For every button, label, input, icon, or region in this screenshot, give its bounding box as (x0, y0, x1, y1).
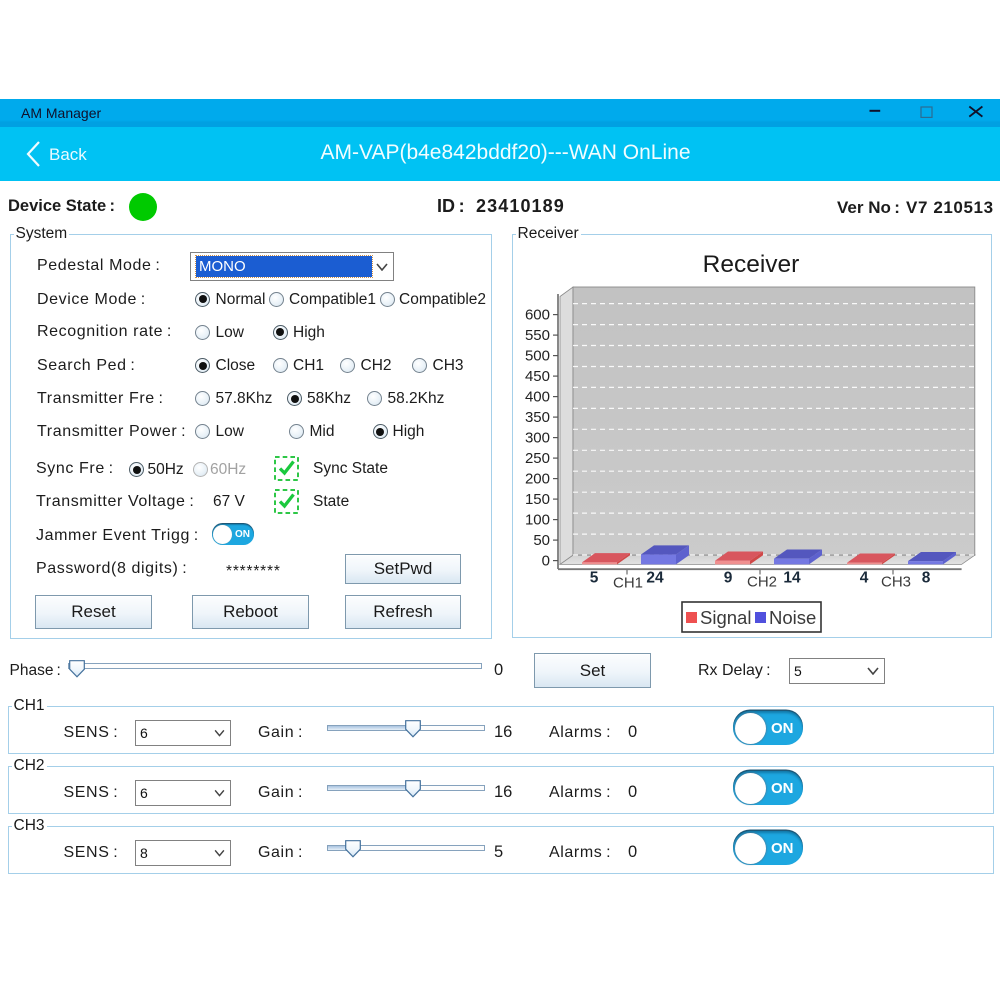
svg-text:CH3: CH3 (881, 574, 911, 591)
svg-text:0: 0 (542, 553, 550, 570)
svg-text:350: 350 (525, 409, 550, 426)
svg-text:24: 24 (646, 570, 664, 587)
svg-text:4: 4 (860, 570, 869, 587)
svg-text:300: 300 (525, 430, 550, 447)
svg-text:100: 100 (525, 512, 550, 529)
svg-text:Receiver: Receiver (703, 251, 800, 278)
svg-text:150: 150 (525, 491, 550, 508)
svg-text:400: 400 (525, 389, 550, 406)
svg-text:600: 600 (525, 307, 550, 324)
svg-text:14: 14 (783, 570, 801, 587)
svg-text:Noise: Noise (769, 607, 816, 628)
svg-text:9: 9 (724, 570, 733, 587)
svg-text:550: 550 (525, 327, 550, 344)
svg-text:500: 500 (525, 348, 550, 365)
svg-text:250: 250 (525, 450, 550, 467)
svg-text:8: 8 (922, 570, 931, 587)
svg-text:CH1: CH1 (613, 575, 643, 592)
svg-text:5: 5 (590, 570, 599, 587)
svg-text:200: 200 (525, 471, 550, 488)
svg-text:CH2: CH2 (747, 574, 777, 591)
svg-text:450: 450 (525, 368, 550, 385)
svg-text:Signal: Signal (700, 607, 751, 628)
svg-text:50: 50 (533, 532, 550, 549)
